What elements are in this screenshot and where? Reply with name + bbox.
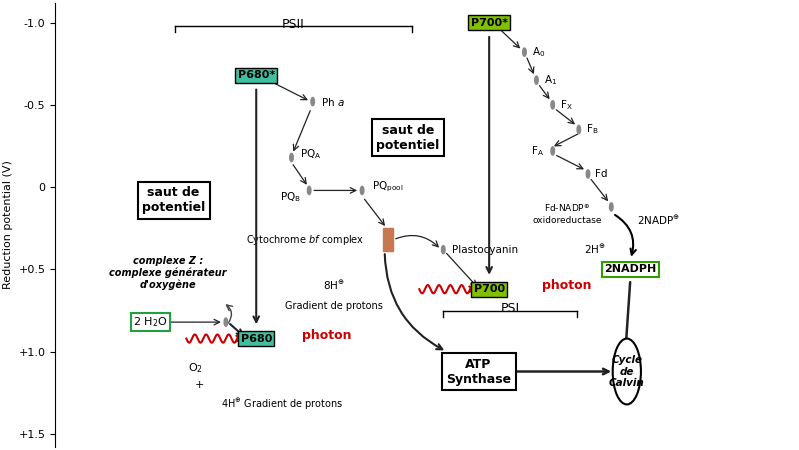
- Text: +: +: [195, 380, 205, 390]
- Circle shape: [523, 48, 527, 56]
- Text: saut de
potentiel: saut de potentiel: [142, 186, 205, 214]
- Circle shape: [308, 186, 311, 194]
- Circle shape: [535, 76, 539, 84]
- Text: 2 H$_2$O: 2 H$_2$O: [133, 315, 168, 329]
- Text: P700: P700: [474, 284, 505, 294]
- Text: ATP
Synthase: ATP Synthase: [446, 357, 511, 386]
- Text: saut de
potentiel: saut de potentiel: [376, 124, 439, 152]
- Text: A$_0$: A$_0$: [531, 45, 545, 59]
- Text: Cycle
de
Calvin: Cycle de Calvin: [609, 355, 645, 388]
- Y-axis label: Reduction potential (V): Reduction potential (V): [2, 161, 13, 289]
- Text: P680: P680: [240, 333, 272, 344]
- Circle shape: [586, 170, 590, 178]
- Text: P700*: P700*: [471, 18, 507, 27]
- Text: 2NADPH: 2NADPH: [604, 265, 657, 274]
- Text: F$_\mathrm{A}$: F$_\mathrm{A}$: [531, 144, 544, 158]
- Text: Gradient de protons: Gradient de protons: [285, 301, 383, 310]
- Text: 4H$^{\oplus}$ Gradient de protons: 4H$^{\oplus}$ Gradient de protons: [221, 397, 344, 412]
- Text: Fd: Fd: [595, 169, 607, 179]
- Text: F$_\mathrm{B}$: F$_\mathrm{B}$: [586, 123, 598, 136]
- Text: photon: photon: [302, 328, 352, 342]
- Text: P680*: P680*: [237, 70, 275, 80]
- Circle shape: [551, 101, 555, 109]
- Circle shape: [442, 246, 445, 254]
- Circle shape: [311, 98, 315, 106]
- Text: Cytochrome $\it{bf}$ complex: Cytochrome $\it{bf}$ complex: [246, 233, 365, 247]
- Circle shape: [613, 338, 641, 405]
- Text: PSI: PSI: [501, 302, 520, 315]
- Text: photon: photon: [542, 279, 591, 292]
- Text: PQ$_\mathrm{B}$: PQ$_\mathrm{B}$: [280, 190, 300, 204]
- Circle shape: [551, 147, 555, 155]
- Text: A$_1$: A$_1$: [543, 73, 557, 87]
- Text: 8H$^{\oplus}$: 8H$^{\oplus}$: [323, 279, 345, 292]
- Text: O$_2$: O$_2$: [188, 361, 203, 375]
- Text: 2NADP$^{\oplus}$: 2NADP$^{\oplus}$: [637, 213, 680, 227]
- Text: PQ$_\mathrm{pool}$: PQ$_\mathrm{pool}$: [372, 180, 403, 194]
- Text: Ph $\it{a}$: Ph $\it{a}$: [321, 95, 345, 108]
- Text: 2H$^{\oplus}$: 2H$^{\oplus}$: [584, 243, 606, 256]
- Circle shape: [290, 153, 293, 162]
- Text: PSII: PSII: [282, 18, 304, 31]
- Circle shape: [360, 186, 364, 194]
- Circle shape: [577, 126, 581, 134]
- Circle shape: [610, 203, 613, 211]
- FancyBboxPatch shape: [384, 228, 393, 252]
- Text: PQ$_\mathrm{A}$: PQ$_\mathrm{A}$: [300, 147, 321, 161]
- Circle shape: [224, 318, 228, 326]
- Text: F$_\mathrm{X}$: F$_\mathrm{X}$: [560, 98, 573, 112]
- Text: complexe Z :
complexe générateur
d'oxygène: complexe Z : complexe générateur d'oxygè…: [109, 256, 227, 290]
- Text: Plastocyanin: Plastocyanin: [451, 245, 518, 255]
- Text: Fd-NADP$^{\oplus}$
oxidoreductase: Fd-NADP$^{\oplus}$ oxidoreductase: [532, 202, 602, 225]
